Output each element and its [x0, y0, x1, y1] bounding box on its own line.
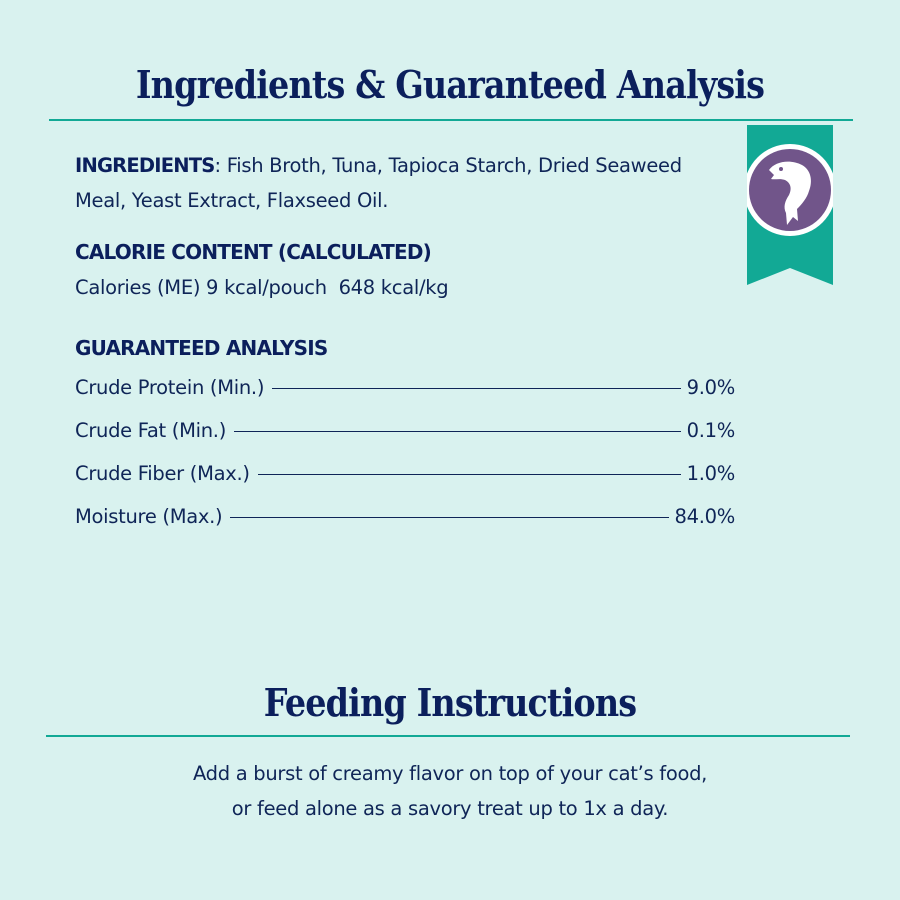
ingredients-label: INGREDIENTS: [75, 154, 215, 177]
feeding-divider: [46, 735, 850, 737]
page-title: Ingredients & Guaranteed Analysis: [135, 62, 765, 107]
feeding-line-2: or feed alone as a savory treat up to 1x…: [231, 797, 669, 820]
ingredients-separator: :: [214, 154, 222, 177]
title-divider: [49, 119, 853, 121]
feeding-line-1: Add a burst of creamy flavor on top of y…: [192, 762, 708, 785]
analysis-row-name: Moisture (Max.): [75, 505, 223, 528]
feeding-instructions-text: Add a burst of creamy flavor on top of y…: [0, 756, 900, 826]
calorie-content-heading: CALORIE CONTENT (CALCULATED): [75, 240, 432, 264]
analysis-row-value: 0.1%: [686, 419, 736, 442]
fish-badge-ribbon: [747, 125, 833, 285]
ingredients-text: Fish Broth, Tuna, Tapioca Starch, Dried …: [75, 154, 682, 212]
analysis-row: Crude Fiber (Max.) 1.0%: [75, 452, 735, 495]
calorie-content-value: Calories (ME) 9 kcal/pouch 648 kcal/kg: [75, 276, 449, 299]
fish-icon: [769, 161, 811, 225]
analysis-row: Moisture (Max.) 84.0%: [75, 495, 735, 538]
analysis-row-name: Crude Fat (Min.): [75, 419, 227, 442]
leader-line: [234, 430, 681, 433]
analysis-row-value: 84.0%: [674, 505, 736, 528]
guaranteed-analysis-table: Crude Protein (Min.) 9.0% Crude Fat (Min…: [75, 366, 735, 538]
leader-line: [272, 387, 681, 390]
ingredients-section: INGREDIENTS: Fish Broth, Tuna, Tapioca S…: [75, 148, 715, 218]
analysis-row-value: 1.0%: [686, 462, 736, 485]
analysis-row-name: Crude Protein (Min.): [75, 376, 265, 399]
feeding-instructions-title: Feeding Instructions: [263, 680, 637, 725]
guaranteed-analysis-heading: GUARANTEED ANALYSIS: [75, 336, 328, 360]
analysis-row-name: Crude Fiber (Max.): [75, 462, 250, 485]
leader-line: [257, 473, 681, 476]
analysis-row-value: 9.0%: [686, 376, 736, 399]
analysis-row: Crude Protein (Min.) 9.0%: [75, 366, 735, 409]
analysis-row: Crude Fat (Min.) 0.1%: [75, 409, 735, 452]
leader-line: [230, 516, 669, 519]
